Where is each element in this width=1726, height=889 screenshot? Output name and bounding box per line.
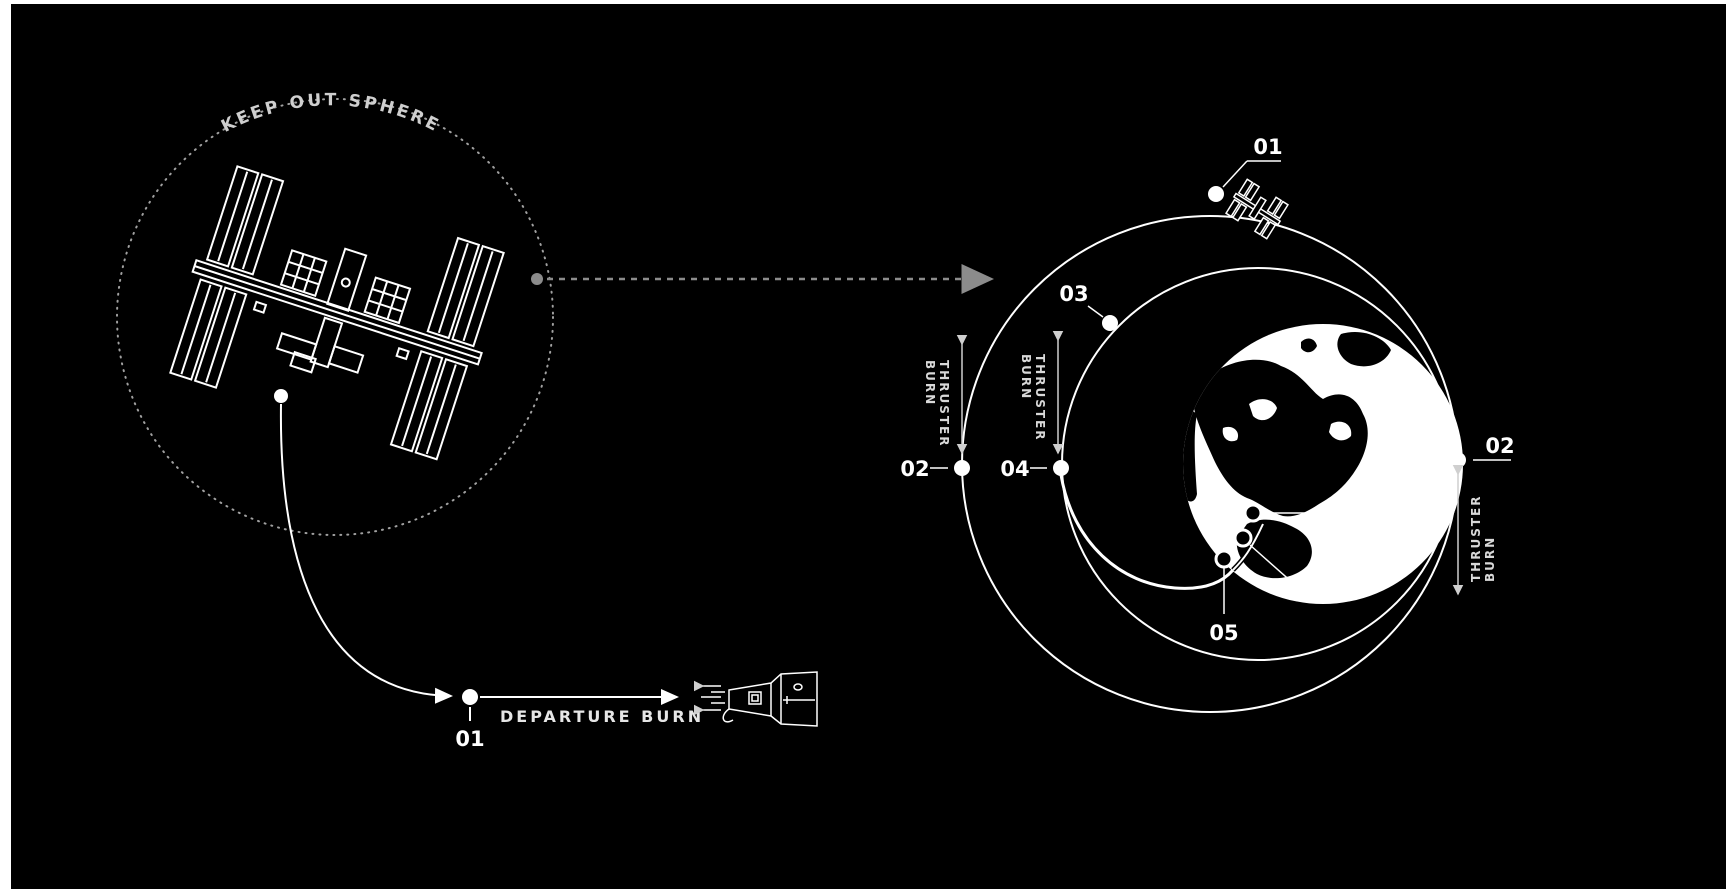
departure-point-marker: [462, 689, 478, 705]
diagram-canvas: KEEP OUT SPHERE: [11, 4, 1726, 889]
orbit-point-03-label: 03: [1059, 282, 1088, 306]
departure-trajectory: [274, 389, 679, 721]
keep-out-sphere: [116, 98, 554, 536]
earth-globe-icon: [1183, 324, 1463, 604]
orbit-point-01-label: 01: [1253, 135, 1282, 159]
orbit-point-05-label: 05: [1209, 621, 1238, 645]
thruster-burn-label-middle: THRUSTER BURN: [1019, 354, 1047, 441]
spacecraft-icon: [694, 671, 818, 727]
space-station-icon: [169, 165, 505, 461]
transition-arrow: [531, 264, 994, 294]
orbit-point-02-left: [930, 460, 970, 476]
svg-text:BURN: BURN: [923, 360, 937, 406]
space-station-small-icon: [1225, 178, 1289, 240]
svg-text:BURN: BURN: [1019, 354, 1033, 400]
orbit-point-04-label: 04: [1000, 457, 1029, 481]
final-approach-path: [1059, 474, 1235, 590]
orbit-point-06: [1233, 528, 1345, 600]
orbit-point-06-label: 06: [1317, 573, 1346, 597]
orbit-point-07: [1243, 503, 1363, 523]
departure-burn-label: DEPARTURE BURN: [500, 707, 704, 726]
svg-text:THRUSTER: THRUSTER: [937, 360, 951, 447]
svg-text:THRUSTER: THRUSTER: [1469, 495, 1483, 582]
orbit-point-05: [1214, 549, 1234, 614]
thruster-burn-label-right: THRUSTER BURN: [1469, 495, 1497, 582]
orbit-point-02-right-label: 02: [1485, 434, 1514, 458]
orbit-point-02-left-label: 02: [900, 457, 929, 481]
orbit-point-07-label: 07: [1368, 503, 1397, 527]
thruster-burn-label-left: THRUSTER BURN: [923, 360, 951, 447]
mission-diagram: KEEP OUT SPHERE: [116, 90, 1515, 751]
svg-text:THRUSTER: THRUSTER: [1033, 354, 1047, 441]
orbit-point-02-right: [1450, 452, 1511, 468]
departure-step-number: 01: [455, 727, 484, 751]
orbit-point-01: [1208, 160, 1281, 202]
orbit-point-04: [1030, 460, 1069, 476]
orbit-point-03: [1087, 305, 1118, 331]
svg-text:BURN: BURN: [1483, 536, 1497, 582]
keep-out-sphere-label: KEEP OUT SPHERE: [218, 90, 444, 137]
